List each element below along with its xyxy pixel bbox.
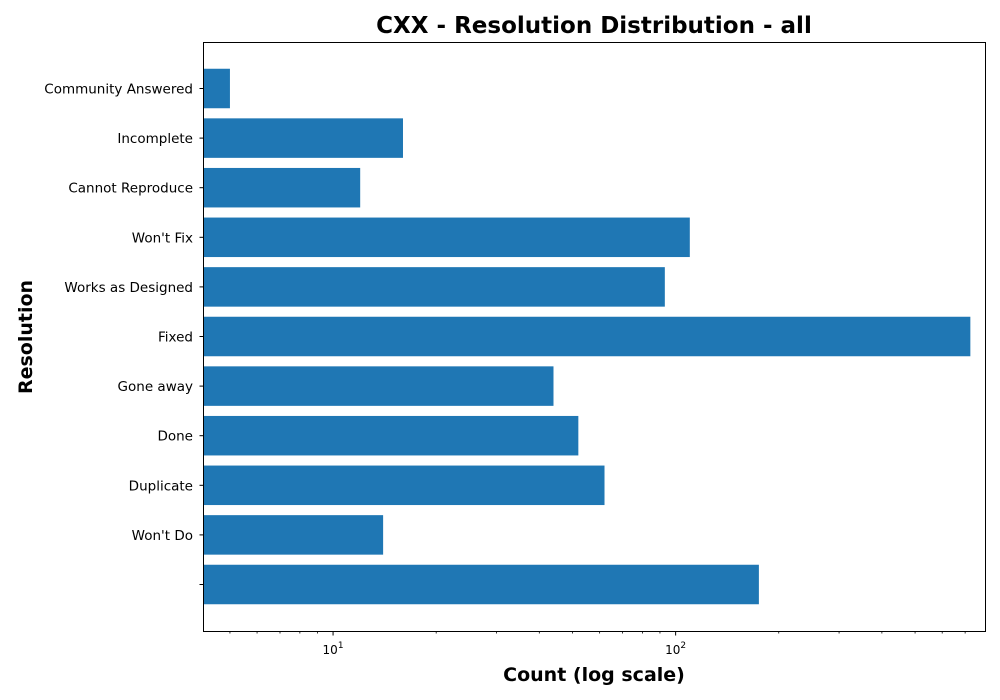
bar-duplicate (204, 465, 605, 506)
bars-layer (204, 68, 971, 605)
y-tick-label: Done (157, 429, 193, 445)
bar-cannot-reproduce (204, 167, 361, 208)
y-tick-label: Cannot Reproduce (68, 181, 193, 197)
bar-won-t-fix (204, 217, 690, 258)
bar-won-t-do (204, 515, 384, 555)
x-tick-layer: 101 102 (229, 631, 966, 657)
x-axis-title: Count (log scale) (503, 664, 685, 686)
bar-community-answered (204, 68, 230, 109)
chart-title: CXX - Resolution Distribution - all (376, 13, 812, 39)
bar-incomplete (204, 118, 403, 158)
y-tick-label: Community Answered (44, 82, 193, 98)
bar-gone-away (204, 366, 554, 406)
x-tick-label: 101 (323, 641, 344, 657)
bar-unlabeled (204, 564, 759, 605)
y-tick-layer: Won't Do Duplicate Done Gone away Fixed Works… (44, 82, 204, 585)
y-tick-label: Won't Fix (132, 230, 193, 246)
y-tick-label: Fixed (158, 330, 193, 346)
plot-frame (203, 42, 986, 632)
bar-works-as-designed (204, 267, 665, 307)
bar-fixed (204, 316, 971, 357)
y-tick-label: Duplicate (129, 478, 193, 494)
y-axis-title: Resolution (15, 280, 37, 394)
y-tick-label: Gone away (118, 379, 193, 395)
y-tick-label: Works as Designed (64, 280, 193, 296)
bar-done (204, 415, 579, 456)
x-tick-label: 102 (665, 641, 686, 657)
y-tick-label: Incomplete (117, 131, 193, 147)
y-tick-label: Won't Do (132, 528, 193, 544)
